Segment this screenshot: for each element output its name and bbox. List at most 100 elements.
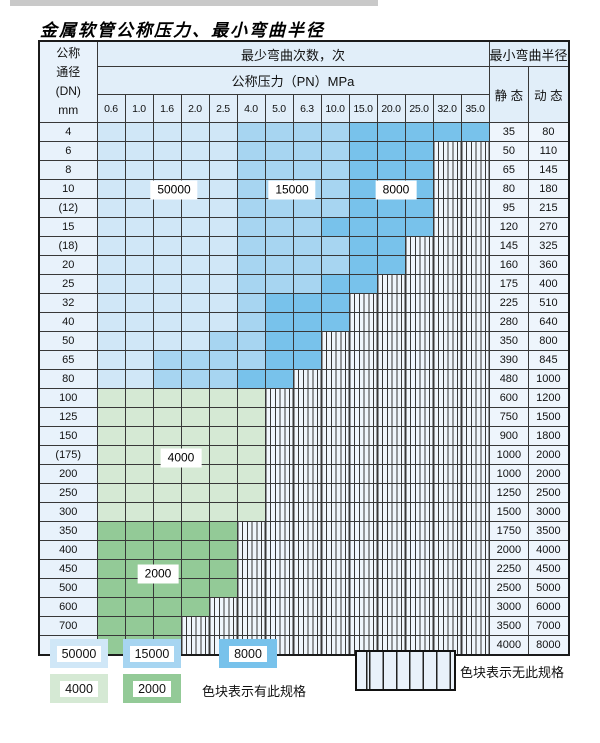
spec-cell-none <box>320 331 350 351</box>
spec-cell-none <box>180 616 210 636</box>
spec-cell <box>124 255 154 275</box>
pressure-col-header: 5.0 <box>264 94 294 123</box>
spec-cell-none <box>404 559 434 579</box>
spec-cell <box>152 464 182 484</box>
spec-cell <box>208 198 238 218</box>
spec-cell-none <box>208 597 238 617</box>
dynamic-radius-value: 1800 <box>528 426 570 446</box>
spec-cell-none <box>292 464 322 484</box>
pressure-col-header: 15.0 <box>348 94 378 123</box>
spec-cell <box>236 274 266 294</box>
spec-cell <box>124 122 154 142</box>
static-radius-value: 175 <box>488 274 530 294</box>
spec-cell <box>96 293 126 313</box>
dn-label: 700 <box>38 616 98 636</box>
pressure-col-header: 6.3 <box>292 94 322 123</box>
static-radius-value: 750 <box>488 407 530 427</box>
spec-cell <box>320 236 350 256</box>
spec-cell-none <box>320 426 350 446</box>
spec-cell <box>348 236 378 256</box>
spec-cell-none <box>292 635 322 656</box>
static-radius-value: 600 <box>488 388 530 408</box>
spec-cell-none <box>320 578 350 598</box>
spec-cell <box>152 217 182 237</box>
spec-cell <box>96 502 126 522</box>
spec-cell <box>180 217 210 237</box>
spec-cell <box>180 274 210 294</box>
spec-cell-none <box>460 141 490 161</box>
spec-cell <box>236 502 266 522</box>
pressure-col-header: 10.0 <box>320 94 350 123</box>
spec-cell <box>320 293 350 313</box>
dn-label: 125 <box>38 407 98 427</box>
spec-cell <box>320 274 350 294</box>
static-radius-value: 280 <box>488 312 530 332</box>
spec-cell-none <box>292 388 322 408</box>
cycle-count-label: 50000 <box>150 180 198 200</box>
spec-cell-none <box>432 388 462 408</box>
spec-cell-none <box>292 483 322 503</box>
dn-header-line: mm <box>58 103 79 117</box>
spec-cell <box>236 331 266 351</box>
spec-cell <box>236 350 266 370</box>
spec-cell <box>96 198 126 218</box>
spec-cell-none <box>320 502 350 522</box>
dn-label: 450 <box>38 559 98 579</box>
table-row: 6 50 110 <box>38 141 570 161</box>
table-row: 80040008000 <box>38 635 570 656</box>
spec-cell <box>348 274 378 294</box>
dn-label: 20 <box>38 255 98 275</box>
spec-cell-none <box>432 236 462 256</box>
spec-cell <box>152 540 182 560</box>
spec-cell <box>124 331 154 351</box>
spec-cell <box>180 331 210 351</box>
cycle-count-label: 8000 <box>375 180 417 200</box>
spec-cell <box>264 312 294 332</box>
spec-cell-none <box>292 407 322 427</box>
spec-cell <box>264 274 294 294</box>
spec-cell-none <box>348 312 378 332</box>
spec-cell-none <box>376 293 406 313</box>
spec-cell-none <box>376 540 406 560</box>
spec-cell <box>292 274 322 294</box>
spec-cell <box>96 141 126 161</box>
legend-swatch-8000: 8000 <box>219 639 277 668</box>
spec-cell <box>404 160 434 180</box>
table-row: 32 225 510 <box>38 293 570 313</box>
pressure-col-header: 1.0 <box>124 94 154 123</box>
spec-cell <box>180 559 210 579</box>
spec-cell <box>124 293 154 313</box>
spec-cell <box>348 217 378 237</box>
spec-cell <box>320 198 350 218</box>
dn-header-line: 公称 <box>56 46 81 60</box>
spec-cell-none <box>432 179 462 199</box>
legend-swatch-4000: 4000 <box>50 674 108 703</box>
table-row: 25 175 400 <box>38 274 570 294</box>
spec-cell <box>404 122 434 142</box>
pressure-col-header: 0.6 <box>96 94 126 123</box>
table-row: 500 2500 5000 <box>38 578 570 598</box>
spec-cell <box>208 312 238 332</box>
spec-cell <box>180 369 210 389</box>
spec-cell-none <box>376 578 406 598</box>
legend-label: 15000 <box>129 645 175 662</box>
spec-cell-none <box>348 616 378 636</box>
spec-cell <box>236 445 266 465</box>
legend-label: 4000 <box>60 680 98 697</box>
spec-cell-none <box>236 616 266 636</box>
spec-cell <box>376 198 406 218</box>
spec-cell-none <box>432 141 462 161</box>
spec-cell-none <box>236 559 266 579</box>
spec-cell-none <box>460 540 490 560</box>
spec-cell <box>208 445 238 465</box>
spec-cell <box>292 350 322 370</box>
table-row: (175) 1000 2000 <box>38 445 570 465</box>
spec-cell <box>124 445 154 465</box>
spec-cell-none <box>320 616 350 636</box>
spec-cell <box>180 483 210 503</box>
spec-cell <box>124 217 154 237</box>
spec-cell <box>236 255 266 275</box>
dn-label: (18) <box>38 236 98 256</box>
dynamic-radius-value: 400 <box>528 274 570 294</box>
dn-label: 50 <box>38 331 98 351</box>
